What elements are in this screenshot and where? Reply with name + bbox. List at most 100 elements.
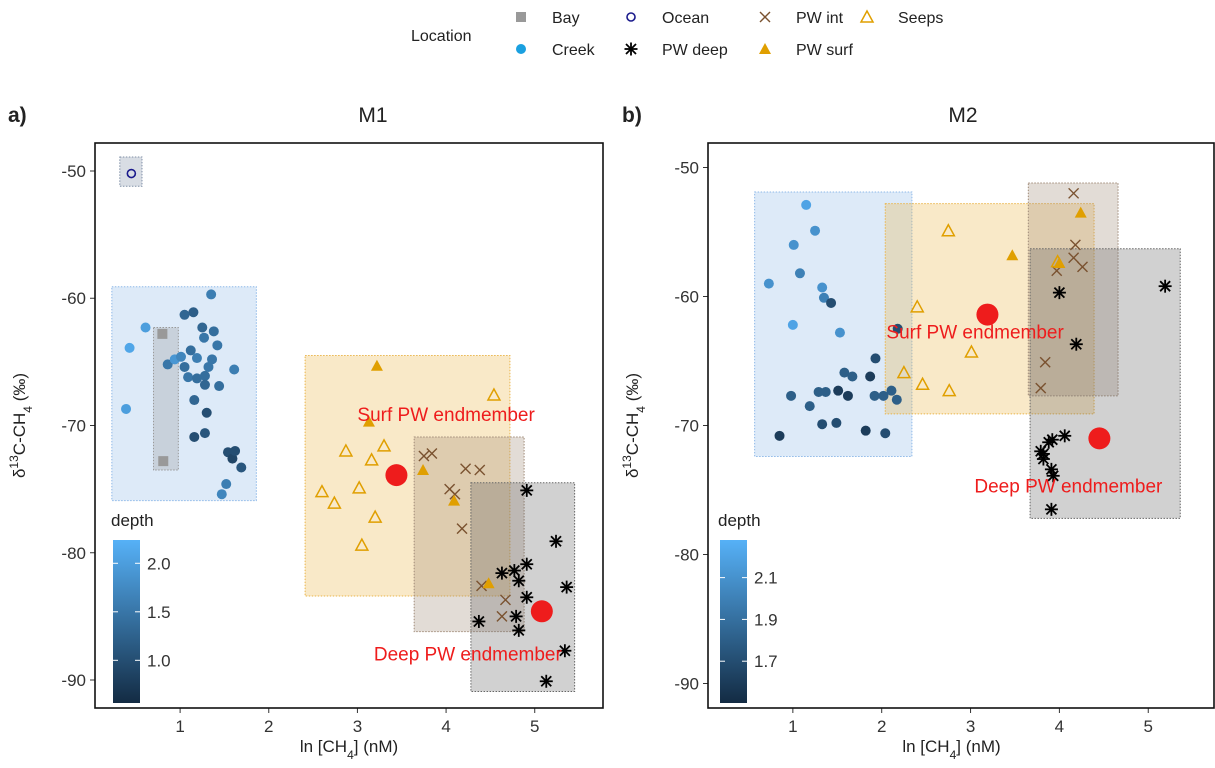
point <box>370 359 383 371</box>
legend-item: PW deep <box>624 42 728 59</box>
colorbar-title: depth <box>718 511 761 530</box>
point-stroke <box>418 450 430 462</box>
point-stroke <box>1068 252 1080 264</box>
point <box>158 456 169 467</box>
point <box>774 430 785 441</box>
y-axis-label: δ13C-CH4 (‰) <box>620 373 648 478</box>
x-tick-label: 4 <box>441 717 450 736</box>
point-stroke <box>1068 187 1080 199</box>
y-axis-label-part: C-CH <box>10 413 29 456</box>
point <box>188 307 199 318</box>
x-tick-label: 2 <box>877 717 886 736</box>
legend-label: PW deep <box>662 42 728 59</box>
point <box>880 428 891 439</box>
point <box>199 332 210 343</box>
point <box>512 574 526 588</box>
x-tick-label: 5 <box>530 717 539 736</box>
x-tick-label: 2 <box>264 717 273 736</box>
point <box>354 537 370 551</box>
panel-label: b) <box>622 104 642 127</box>
point <box>869 390 880 401</box>
y-tick-label: -90 <box>674 674 699 693</box>
legend-marker <box>626 12 636 22</box>
y-axis-label-part: 4 <box>634 406 648 413</box>
colorbar-tick-label: 1.9 <box>754 610 778 629</box>
point <box>886 385 897 396</box>
endmember-point <box>1088 427 1111 450</box>
point <box>1035 382 1047 394</box>
point <box>124 342 135 353</box>
endmember-label: Deep PW endmember <box>974 476 1163 497</box>
point <box>208 326 219 337</box>
point <box>1058 429 1072 443</box>
legend-marker <box>859 9 875 23</box>
point <box>197 322 208 333</box>
point <box>418 450 430 462</box>
x-tick-label: 1 <box>175 717 184 736</box>
legend-marker <box>516 44 526 54</box>
point <box>214 381 225 392</box>
legend-item: Ocean <box>626 10 709 27</box>
point <box>817 419 828 430</box>
point-stroke <box>444 483 456 495</box>
legend-marker <box>624 42 638 56</box>
point <box>449 488 461 500</box>
colorbar-tick-label: 2.1 <box>754 569 778 588</box>
point <box>1050 254 1065 268</box>
point <box>183 372 194 383</box>
point <box>964 344 979 358</box>
point <box>229 364 240 375</box>
point-stroke <box>1035 382 1047 394</box>
y-tick-label: -60 <box>674 288 699 307</box>
point <box>915 376 930 390</box>
point <box>1042 435 1056 449</box>
y-axis-label-part: 13 <box>620 455 634 469</box>
y-axis-label-part: δ <box>623 469 642 478</box>
point <box>1069 239 1081 251</box>
point <box>499 594 511 606</box>
point <box>236 462 247 473</box>
point <box>788 239 799 250</box>
y-tick-label: -80 <box>674 545 699 564</box>
point <box>191 373 202 384</box>
point <box>201 407 212 418</box>
location-box <box>111 286 257 502</box>
point <box>820 386 831 397</box>
point <box>199 379 210 390</box>
y-tick-label: -50 <box>61 162 86 181</box>
point <box>426 448 438 459</box>
colorbar-tick-label: 1.7 <box>754 652 778 671</box>
point-stroke <box>474 464 486 476</box>
point <box>230 445 241 456</box>
point <box>140 322 151 333</box>
point <box>376 438 392 452</box>
point-stroke <box>1069 239 1081 251</box>
point <box>482 577 495 589</box>
point <box>227 453 238 464</box>
point <box>175 351 186 362</box>
point <box>126 168 137 179</box>
point <box>1074 206 1087 218</box>
point <box>1068 187 1080 199</box>
endmember-point <box>976 303 999 326</box>
y-tick-label: -80 <box>61 544 86 563</box>
legend-marker <box>759 43 771 54</box>
x-tick-label: 1 <box>788 717 797 736</box>
point <box>941 383 957 397</box>
point <box>199 370 210 381</box>
point <box>826 297 837 308</box>
point <box>162 359 173 370</box>
point <box>1158 279 1172 293</box>
legend-item: Seeps <box>859 9 943 27</box>
point <box>870 353 881 364</box>
point <box>456 523 468 535</box>
legend-item: PW int <box>759 10 844 27</box>
colorbar-title: depth <box>111 511 154 530</box>
location-box <box>153 327 179 471</box>
x-axis-label-part: ] (nM) <box>354 737 398 756</box>
point <box>520 557 534 571</box>
point <box>891 394 902 405</box>
point <box>834 327 845 338</box>
point-stroke <box>449 488 461 500</box>
point <box>1046 469 1060 483</box>
